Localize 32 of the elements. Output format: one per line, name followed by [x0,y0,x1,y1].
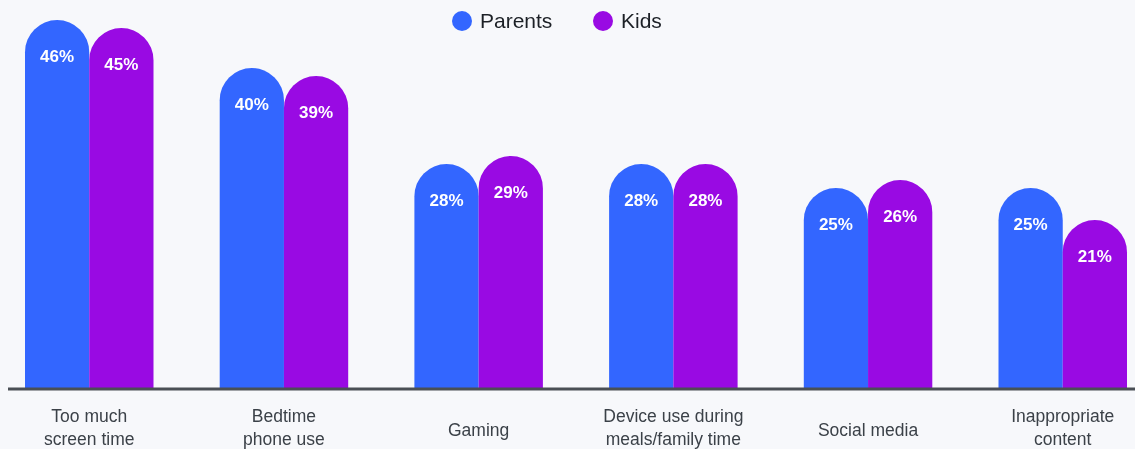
data-label: 28% [624,191,659,210]
bar [219,68,284,388]
bar [89,28,154,388]
bar [478,156,543,388]
bar [1062,220,1127,388]
data-label: 39% [299,103,334,122]
bar [998,188,1063,388]
data-label: 28% [429,191,464,210]
bar [414,164,479,388]
data-label: 40% [234,95,269,114]
bar [803,188,869,388]
x-tick-label: Bedtime phone use [243,406,325,449]
data-label: 29% [493,183,528,202]
bar [868,180,933,388]
data-label: 25% [1013,215,1048,234]
bar [283,76,349,388]
data-label: 28% [688,191,723,210]
legend-label: Kids [621,9,662,32]
x-tick-label: Social media [817,420,919,440]
data-label: 45% [104,55,139,74]
bar [25,20,90,388]
bar [673,164,738,388]
data-label: 26% [883,207,918,226]
data-label: 21% [1077,247,1112,266]
x-tick-label: Gaming [448,420,510,440]
data-label: 25% [818,215,853,234]
x-tick-label: Inappropriate content [1011,406,1115,449]
bar [609,164,674,388]
data-label: 46% [40,47,75,66]
legend-label: Parents [480,9,553,32]
x-tick-label: Too much screen time [44,406,135,449]
x-tick-label: Device use during meals/family time [603,406,744,449]
